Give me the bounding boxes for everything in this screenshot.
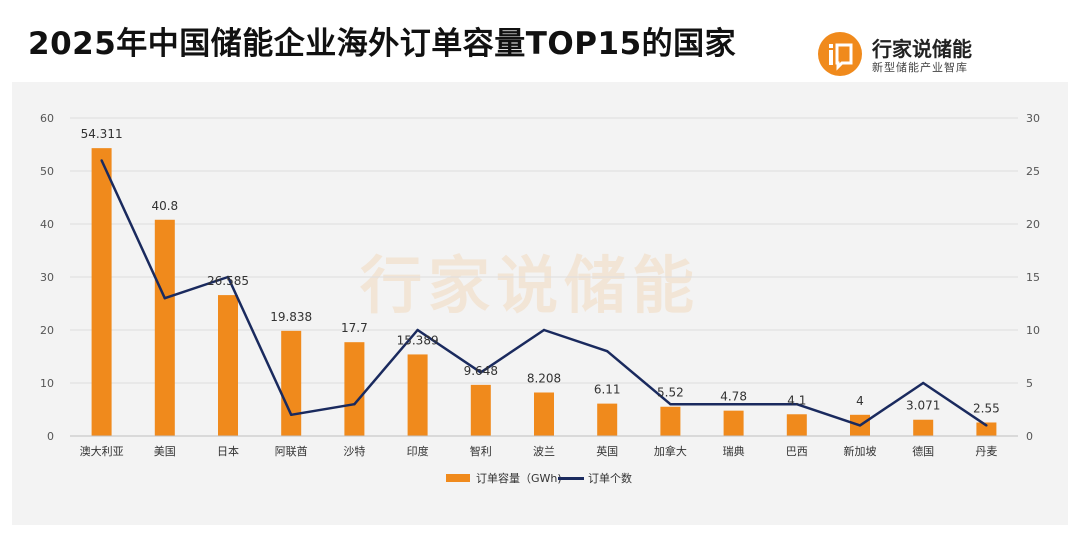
data-label: 40.8 — [151, 199, 178, 213]
y-right-tick-label: 10 — [1026, 324, 1040, 337]
legend-line-swatch — [558, 477, 584, 480]
x-tick-label: 新加坡 — [844, 444, 877, 458]
y-left-tick-label: 30 — [40, 271, 54, 284]
line-point — [353, 403, 356, 406]
y-right-tick-label: 20 — [1026, 218, 1040, 231]
legend-label-count: 订单个数 — [588, 472, 632, 485]
y-right-tick-label: 30 — [1026, 112, 1040, 125]
y-left-tick-label: 0 — [47, 430, 54, 443]
y-right-tick-label: 15 — [1026, 271, 1040, 284]
brand-logo-block: 行家说储能 新型储能产业智库 — [818, 32, 1068, 76]
x-tick-label: 巴西 — [786, 445, 808, 458]
data-label: 26.585 — [207, 274, 249, 288]
x-tick-label: 美国 — [154, 445, 176, 458]
line-point — [795, 403, 798, 406]
data-label: 9.648 — [464, 364, 498, 378]
x-tick-label: 德国 — [912, 444, 934, 458]
legend-bar-swatch — [446, 474, 470, 482]
bar — [91, 148, 112, 436]
x-tick-label: 印度 — [407, 444, 429, 458]
data-label: 4.1 — [787, 393, 806, 407]
page-title: 2025年中国储能企业海外订单容量TOP15的国家 — [28, 26, 737, 62]
x-tick-label: 波兰 — [533, 445, 555, 458]
bar — [344, 342, 365, 436]
bar — [723, 410, 744, 436]
line-point — [542, 328, 546, 332]
chart-panel — [12, 82, 1068, 525]
bar — [470, 384, 491, 436]
line-point — [669, 403, 672, 406]
bar — [534, 392, 554, 436]
line-point — [732, 403, 735, 406]
x-tick-label: 日本 — [217, 444, 239, 458]
x-tick-label: 加拿大 — [654, 444, 687, 458]
y-right-tick-label: 0 — [1026, 430, 1033, 443]
line-point — [163, 297, 166, 300]
x-tick-label: 瑞典 — [723, 444, 745, 458]
bar — [218, 295, 238, 436]
line-point — [416, 328, 419, 332]
data-label: 2.55 — [973, 401, 1000, 415]
x-tick-label: 丹麦 — [975, 445, 997, 458]
line-point — [479, 371, 482, 374]
line-point — [100, 159, 103, 162]
legend-label-capacity: 订单容量（GWh) — [476, 472, 562, 485]
bar — [154, 219, 175, 436]
line-point — [858, 424, 862, 427]
y-left-tick-label: 60 — [40, 112, 54, 125]
x-tick-label: 英国 — [596, 444, 618, 458]
data-label: 4 — [856, 394, 864, 408]
brand-name: 行家说储能 — [872, 37, 972, 61]
bar — [660, 406, 681, 436]
x-tick-label: 澳大利亚 — [80, 444, 124, 458]
data-label: 8.208 — [527, 371, 561, 385]
line-point — [985, 424, 988, 427]
x-tick-label: 沙特 — [343, 444, 365, 458]
data-label: 4.78 — [720, 390, 747, 404]
data-label: 5.52 — [657, 386, 684, 400]
line-point — [226, 275, 230, 279]
data-label: 19.838 — [270, 310, 312, 324]
y-right-tick-label: 5 — [1026, 377, 1033, 390]
y-left-tick-label: 50 — [40, 165, 54, 178]
data-label: 54.311 — [81, 127, 123, 141]
data-label: 15.389 — [397, 333, 439, 347]
bar — [407, 354, 428, 436]
watermark: 行家说储能 — [360, 249, 701, 322]
bar — [913, 419, 934, 436]
line-point — [290, 413, 293, 416]
bar — [976, 422, 997, 436]
data-label: 3.071 — [906, 399, 940, 413]
y-left-tick-label: 20 — [40, 324, 54, 337]
data-label: 6.11 — [594, 383, 621, 397]
brand-logo-icon — [818, 32, 862, 76]
bar — [786, 414, 807, 436]
y-left-tick-label: 40 — [40, 218, 54, 231]
brand-subtitle: 新型储能产业智库 — [872, 61, 968, 74]
y-left-tick-label: 10 — [40, 377, 54, 390]
bar — [597, 403, 618, 436]
bar — [281, 330, 302, 436]
y-right-tick-label: 25 — [1026, 165, 1040, 178]
x-tick-label: 阿联酋 — [275, 444, 308, 458]
data-label: 17.7 — [341, 321, 368, 335]
x-tick-label: 智利 — [470, 444, 492, 458]
line-point — [606, 350, 609, 353]
line-point — [922, 381, 925, 385]
